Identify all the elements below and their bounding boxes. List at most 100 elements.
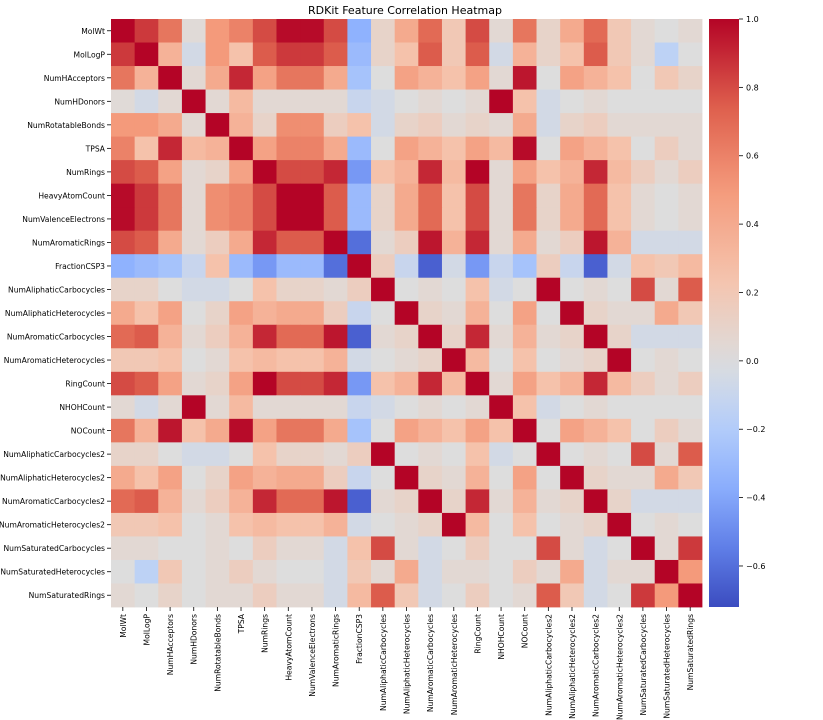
heatmap-cell: [489, 301, 514, 326]
heatmap-cell: [252, 42, 277, 67]
heatmap-cell: [134, 465, 159, 490]
heatmap-cell: [560, 442, 585, 467]
heatmap-cell: [536, 89, 561, 114]
heatmap-cell: [134, 89, 159, 114]
heatmap-cell: [418, 19, 443, 43]
heatmap-cell: [583, 113, 608, 137]
heatmap-cell: [583, 136, 608, 161]
heatmap-cell: [465, 418, 490, 443]
row-label: NumAliphaticCarbocycles: [8, 285, 105, 294]
heatmap-cell: [394, 136, 419, 161]
heatmap-cell: [512, 42, 537, 67]
heatmap-cell: [441, 371, 466, 396]
heatmap-cell: [536, 207, 561, 232]
heatmap-cell: [134, 66, 159, 90]
heatmap-cell: [323, 371, 348, 396]
column-label: NumAromaticCarbocycles2: [592, 614, 601, 717]
heatmap-cell: [252, 301, 277, 326]
heatmap-cell: [536, 348, 561, 373]
heatmap-cell: [536, 136, 561, 161]
heatmap-cell: [276, 559, 301, 584]
heatmap-cell: [158, 395, 183, 420]
column-label: NumAliphaticCarbocycles2: [544, 614, 553, 716]
heatmap-cell: [111, 559, 136, 584]
heatmap-cell: [371, 489, 396, 514]
column-label: NumSaturatedRings: [686, 614, 695, 690]
heatmap-cell: [229, 19, 254, 43]
heatmap-cell: [560, 559, 585, 584]
heatmap-cell: [465, 465, 490, 490]
heatmap-cell: [678, 371, 703, 396]
heatmap-cell: [158, 277, 183, 302]
heatmap-cell: [181, 371, 206, 396]
heatmap-cell: [489, 324, 514, 349]
heatmap-cell: [252, 19, 277, 43]
heatmap-cell: [111, 254, 136, 279]
heatmap-cell: [252, 160, 277, 185]
heatmap-cell: [111, 418, 136, 443]
heatmap-cell: [607, 183, 632, 208]
heatmap-cell: [229, 160, 254, 185]
heatmap-cell: [607, 442, 632, 467]
heatmap-cell: [394, 89, 419, 114]
heatmap-cell: [654, 465, 679, 490]
heatmap-cell: [418, 230, 443, 255]
heatmap-cell: [323, 489, 348, 514]
heatmap-cell: [229, 42, 254, 67]
heatmap-cell: [371, 536, 396, 561]
row-label: NumAliphaticCarbocycles2: [3, 450, 105, 459]
heatmap-cell: [111, 465, 136, 490]
heatmap-cell: [441, 418, 466, 443]
heatmap-cell: [276, 66, 301, 90]
heatmap-cell: [347, 442, 372, 467]
row-label: NumSaturatedCarbocycles: [3, 544, 105, 553]
colorbar-tick-label: −0.4: [746, 494, 765, 503]
heatmap-cell: [158, 113, 183, 137]
heatmap-cell: [158, 42, 183, 67]
heatmap-cell: [607, 512, 632, 537]
heatmap-cell: [134, 230, 159, 255]
heatmap-cell: [678, 324, 703, 349]
heatmap-cell: [134, 348, 159, 373]
heatmap-cell: [111, 113, 136, 137]
heatmap-cell: [276, 254, 301, 279]
heatmap-cell: [276, 442, 301, 467]
heatmap-cell: [323, 19, 348, 43]
heatmap-cell: [181, 42, 206, 67]
row-label: MolWt: [81, 27, 105, 36]
heatmap-cell: [134, 207, 159, 232]
heatmap-cell: [512, 66, 537, 90]
heatmap-cell: [512, 89, 537, 114]
heatmap-cell: [229, 348, 254, 373]
heatmap-cell: [394, 324, 419, 349]
heatmap-cell: [607, 418, 632, 443]
heatmap-cell: [607, 136, 632, 161]
heatmap-cell: [512, 371, 537, 396]
heatmap-cell: [181, 230, 206, 255]
heatmap-cell: [489, 207, 514, 232]
heatmap-cell: [678, 19, 703, 43]
heatmap-cell: [134, 19, 159, 43]
heatmap-cell: [347, 89, 372, 114]
heatmap-cell: [229, 418, 254, 443]
heatmap-cell: [560, 489, 585, 514]
heatmap-cell: [394, 66, 419, 90]
heatmap-cell: [512, 489, 537, 514]
heatmap-cell: [229, 559, 254, 584]
heatmap-cell: [465, 395, 490, 420]
heatmap-cell: [631, 324, 656, 349]
heatmap-cell: [276, 301, 301, 326]
heatmap-cell: [394, 371, 419, 396]
heatmap-cell: [489, 465, 514, 490]
heatmap-cell: [229, 536, 254, 561]
heatmap-cells: [111, 19, 703, 608]
heatmap-cell: [536, 442, 561, 467]
heatmap-cell: [276, 42, 301, 67]
heatmap-cell: [489, 489, 514, 514]
heatmap-cell: [560, 19, 585, 43]
heatmap-cell: [158, 371, 183, 396]
heatmap-cell: [205, 324, 230, 349]
heatmap-cell: [252, 66, 277, 90]
heatmap-cell: [536, 183, 561, 208]
heatmap-cell: [158, 536, 183, 561]
